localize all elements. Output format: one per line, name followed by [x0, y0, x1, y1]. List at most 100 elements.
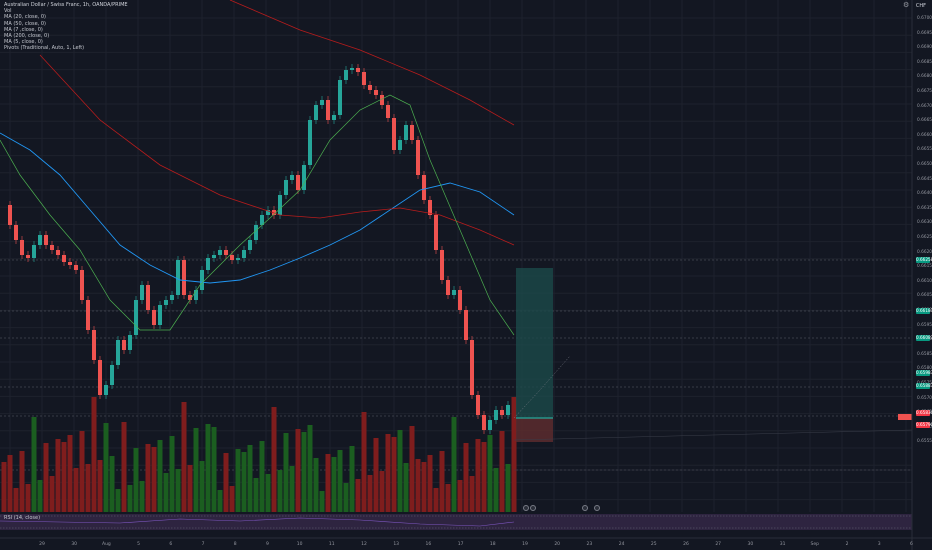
candle-body — [290, 175, 294, 180]
candle-body — [182, 260, 186, 295]
legend-line-ma5[interactable]: MA (5, close, 0) — [4, 39, 43, 46]
candle-body — [62, 255, 66, 262]
volume-bar — [133, 448, 139, 512]
candle-body — [368, 85, 372, 90]
long-target-zone — [516, 268, 553, 418]
volume-bar — [121, 422, 127, 512]
volume-bar — [421, 462, 427, 512]
volume-bar — [85, 464, 91, 512]
candle-body — [50, 245, 54, 250]
volume-bar — [445, 484, 451, 512]
candle-body — [86, 300, 90, 330]
volume-bar — [1, 462, 7, 512]
volume-bar — [193, 428, 199, 512]
legend-line-ma200[interactable]: MA (200, close, 0) — [4, 33, 50, 40]
volume-bar — [19, 451, 25, 512]
currency-label[interactable]: CHF — [915, 3, 926, 9]
projection-line — [513, 355, 571, 419]
price-level-tag: 0.65830 — [916, 410, 932, 416]
time-axis-label: 30 — [71, 542, 78, 547]
volume-bar — [331, 457, 337, 512]
volume-bar — [427, 455, 433, 512]
time-axis-label: 25 — [650, 542, 657, 547]
event-flag-icon[interactable] — [530, 505, 536, 511]
time-axis-label: 19 — [522, 542, 528, 547]
volume-bar — [295, 429, 301, 512]
candle-body — [230, 255, 234, 260]
legend-line-ma20[interactable]: MA (20, close, 0) — [4, 14, 47, 21]
volume-bar — [241, 452, 247, 512]
candle-body — [134, 300, 138, 335]
candle-body — [254, 225, 258, 240]
volume-bar — [373, 438, 379, 512]
candle-body — [422, 175, 426, 200]
candle-body — [104, 385, 108, 395]
volume-bar — [349, 446, 355, 512]
volume-bar — [199, 461, 205, 512]
ma7-line — [0, 94, 515, 336]
candle-body — [506, 405, 510, 415]
candle-body — [386, 105, 390, 118]
long-stop-zone — [516, 418, 553, 442]
volume-bar — [43, 443, 49, 512]
event-flag-icon[interactable] — [582, 505, 588, 511]
candle-body — [380, 95, 384, 105]
event-flag-icon[interactable] — [523, 505, 529, 511]
price-level-tag: 0.65883 — [916, 383, 932, 389]
volume-bar — [223, 453, 229, 512]
time-axis-label: 29 — [39, 542, 45, 547]
volume-bar — [283, 433, 289, 512]
rsi-legend[interactable]: RSI (14, close) — [4, 515, 41, 521]
price-level-tag: 0.66258 — [916, 257, 932, 263]
legend-line-vol[interactable]: Vol — [4, 8, 12, 15]
legend-line-ma7[interactable]: MA (7 ,close, 0) — [4, 26, 43, 33]
volume-bar — [169, 436, 175, 512]
time-axis-label: 18 — [489, 542, 496, 547]
volume-bar — [301, 432, 307, 512]
volume-bar — [97, 460, 103, 512]
legend-line-pivots[interactable]: Pivots (Traditional, Auto, 1, Left) — [4, 45, 85, 52]
candle-body — [32, 245, 36, 258]
volume-bar — [397, 430, 403, 512]
legend-line-ma50[interactable]: MA (50, close, 0) — [4, 20, 47, 27]
volume-bar — [229, 486, 235, 512]
candle-body — [278, 195, 282, 215]
volume-bar — [259, 441, 265, 512]
time-axis-label: 6 — [909, 542, 913, 547]
candle-body — [38, 235, 42, 245]
candle-body — [242, 250, 246, 258]
candle-body — [296, 175, 300, 190]
candle-body — [434, 215, 438, 250]
candle-body — [488, 420, 492, 430]
candle-body — [146, 285, 150, 310]
candle-body — [302, 165, 306, 190]
event-flag-icon[interactable] — [594, 505, 600, 511]
volume-bar — [367, 475, 373, 512]
price-level-tag: 0.65790 — [916, 422, 932, 428]
volume-bar — [481, 442, 487, 512]
time-axis-label: 26 — [683, 542, 689, 547]
volume-bar — [487, 435, 493, 512]
volume-bar — [355, 479, 361, 512]
volume-bar — [31, 417, 37, 512]
candle-body — [14, 225, 18, 240]
time-axis-label: 27 — [715, 542, 722, 547]
candle-body — [218, 250, 222, 255]
candle-body — [158, 305, 162, 325]
volume-bar — [385, 434, 391, 512]
candle-body — [326, 100, 330, 120]
gear-icon[interactable]: ⚙ — [903, 1, 910, 9]
candle-body — [428, 200, 432, 215]
symbol-title[interactable]: Australian Dollar / Swiss Franc, 1h, OAN… — [4, 2, 128, 8]
